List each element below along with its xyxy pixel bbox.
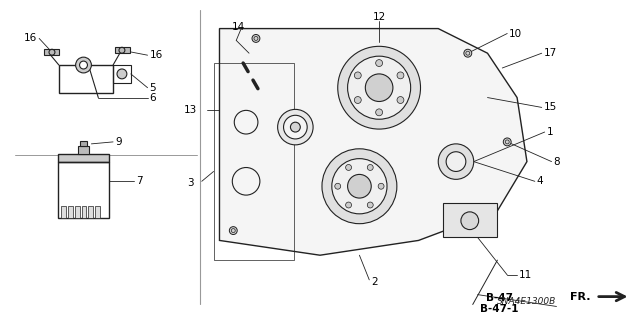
- Circle shape: [252, 34, 260, 42]
- Bar: [44, 49, 59, 55]
- Bar: [115, 47, 130, 53]
- Bar: [58, 154, 109, 162]
- Circle shape: [397, 72, 404, 79]
- Text: 14: 14: [232, 22, 245, 32]
- Circle shape: [461, 212, 479, 230]
- Text: 5: 5: [150, 83, 156, 93]
- Text: 11: 11: [519, 270, 532, 280]
- Text: 16: 16: [150, 50, 163, 60]
- Circle shape: [438, 144, 474, 179]
- Circle shape: [378, 183, 384, 189]
- Bar: [113, 65, 131, 83]
- Circle shape: [278, 109, 313, 145]
- Bar: [443, 203, 497, 237]
- Text: 1: 1: [547, 127, 553, 137]
- Bar: [79, 141, 88, 146]
- Circle shape: [346, 165, 351, 170]
- Text: 3: 3: [188, 178, 194, 188]
- Text: 8: 8: [554, 157, 560, 167]
- Circle shape: [348, 56, 411, 119]
- Circle shape: [322, 149, 397, 224]
- Text: FR.: FR.: [570, 292, 591, 301]
- Text: 10: 10: [509, 28, 522, 39]
- Circle shape: [446, 152, 466, 171]
- Text: 6: 6: [150, 93, 156, 102]
- Circle shape: [346, 202, 351, 208]
- Text: 2: 2: [371, 277, 378, 287]
- Circle shape: [291, 122, 300, 132]
- Bar: [95, 206, 100, 218]
- Bar: [68, 206, 73, 218]
- Circle shape: [367, 165, 373, 170]
- Circle shape: [229, 226, 237, 234]
- Text: 17: 17: [544, 48, 557, 58]
- Text: 15: 15: [544, 102, 557, 112]
- Circle shape: [464, 49, 472, 57]
- Text: 9: 9: [115, 137, 122, 147]
- Circle shape: [397, 97, 404, 103]
- Text: 12: 12: [372, 12, 386, 22]
- Circle shape: [365, 74, 393, 101]
- Circle shape: [338, 46, 420, 129]
- Circle shape: [503, 138, 511, 146]
- Bar: [88, 206, 93, 218]
- Circle shape: [117, 69, 127, 79]
- Polygon shape: [220, 29, 527, 255]
- Bar: [81, 206, 86, 218]
- Circle shape: [367, 202, 373, 208]
- Bar: [59, 65, 113, 93]
- Circle shape: [376, 60, 383, 67]
- Circle shape: [79, 61, 88, 69]
- Text: 16: 16: [24, 33, 37, 43]
- Bar: [75, 206, 79, 218]
- Circle shape: [355, 72, 361, 79]
- Text: B-47
B-47-1: B-47 B-47-1: [480, 293, 518, 314]
- Bar: [214, 63, 294, 260]
- Circle shape: [284, 115, 307, 139]
- Circle shape: [76, 57, 92, 73]
- Bar: [61, 206, 66, 218]
- Text: 7: 7: [136, 176, 142, 186]
- Circle shape: [348, 174, 371, 198]
- Circle shape: [376, 109, 383, 116]
- Text: SNA4E1300B: SNA4E1300B: [497, 297, 557, 307]
- Circle shape: [454, 212, 462, 220]
- Bar: [77, 146, 90, 154]
- Circle shape: [335, 183, 340, 189]
- Circle shape: [355, 97, 361, 103]
- Text: 13: 13: [184, 105, 197, 115]
- Bar: [58, 162, 109, 218]
- Text: 4: 4: [537, 176, 543, 186]
- Circle shape: [332, 159, 387, 214]
